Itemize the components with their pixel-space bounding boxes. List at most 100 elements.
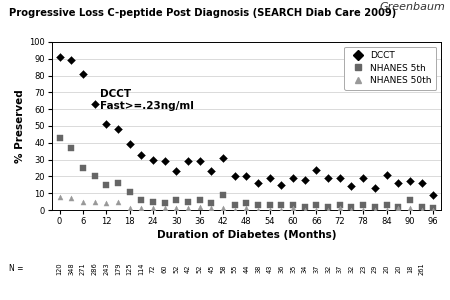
Point: [68, 58, 75, 63]
Text: 125: 125: [126, 262, 133, 275]
Text: 55: 55: [232, 264, 238, 273]
Point: [430, 193, 437, 197]
Point: [418, 208, 425, 212]
Text: 29: 29: [372, 264, 378, 273]
Point: [348, 208, 355, 212]
Text: 37: 37: [314, 264, 320, 273]
Point: [395, 206, 402, 211]
Text: 60: 60: [162, 264, 168, 273]
Point: [348, 204, 355, 209]
Point: [138, 197, 145, 202]
Point: [266, 208, 273, 212]
Point: [406, 179, 414, 184]
Text: 23: 23: [360, 264, 366, 273]
Point: [68, 146, 75, 150]
Point: [324, 204, 332, 209]
Point: [289, 202, 297, 207]
Text: 52: 52: [173, 264, 179, 273]
Point: [91, 199, 98, 204]
Point: [278, 208, 285, 212]
Point: [360, 208, 367, 212]
Point: [114, 181, 122, 185]
Text: 52: 52: [197, 264, 202, 273]
Point: [430, 206, 437, 211]
Point: [336, 176, 343, 181]
Point: [266, 176, 273, 181]
Point: [149, 206, 157, 211]
Point: [103, 182, 110, 187]
X-axis label: Duration of Diabetes (Months): Duration of Diabetes (Months): [157, 230, 336, 240]
Point: [220, 155, 227, 160]
Point: [126, 189, 133, 194]
Point: [231, 174, 239, 179]
Point: [138, 206, 145, 211]
Text: 34: 34: [302, 264, 308, 273]
Point: [313, 208, 320, 212]
Point: [184, 159, 192, 164]
Point: [184, 206, 192, 211]
Point: [278, 202, 285, 207]
Point: [371, 208, 378, 212]
Point: [114, 127, 122, 132]
Point: [208, 201, 215, 206]
Point: [406, 206, 414, 211]
Point: [56, 55, 63, 59]
Text: 37: 37: [337, 264, 343, 273]
Point: [161, 206, 168, 211]
Point: [103, 201, 110, 206]
Text: 179: 179: [115, 262, 121, 275]
Point: [418, 181, 425, 185]
Point: [91, 174, 98, 179]
Point: [184, 199, 192, 204]
Text: Progressive Loss C-peptide Post Diagnosis (SEARCH Diab Care 2009): Progressive Loss C-peptide Post Diagnosi…: [9, 8, 396, 17]
Point: [243, 174, 250, 179]
Text: 271: 271: [80, 262, 86, 275]
Text: 42: 42: [185, 264, 191, 273]
Point: [114, 199, 122, 204]
Point: [126, 206, 133, 211]
Text: 32: 32: [348, 264, 355, 273]
Point: [208, 169, 215, 174]
Point: [231, 202, 239, 207]
Text: 35: 35: [290, 264, 296, 273]
Text: 36: 36: [279, 264, 284, 273]
Point: [324, 208, 332, 212]
Point: [383, 208, 390, 212]
Point: [371, 204, 378, 209]
Point: [371, 186, 378, 190]
Point: [430, 208, 437, 212]
Point: [231, 208, 239, 212]
Point: [173, 169, 180, 174]
Point: [406, 197, 414, 202]
Point: [254, 181, 261, 185]
Point: [313, 202, 320, 207]
Point: [278, 182, 285, 187]
Text: 20: 20: [395, 264, 401, 273]
Text: 120: 120: [57, 262, 63, 275]
Point: [360, 176, 367, 181]
Point: [418, 204, 425, 209]
Point: [301, 204, 308, 209]
Point: [243, 206, 250, 211]
Point: [126, 142, 133, 147]
Text: Greenbaum: Greenbaum: [380, 2, 446, 11]
Text: 286: 286: [91, 262, 98, 275]
Point: [313, 167, 320, 172]
Text: DCCT
Fast>=.23ng/ml: DCCT Fast>=.23ng/ml: [100, 89, 194, 111]
Point: [138, 152, 145, 157]
Point: [301, 208, 308, 212]
Text: 261: 261: [418, 262, 424, 275]
Point: [383, 202, 390, 207]
Point: [289, 206, 297, 211]
Point: [161, 201, 168, 206]
Point: [360, 202, 367, 207]
Point: [196, 197, 203, 202]
Point: [266, 202, 273, 207]
Point: [289, 176, 297, 181]
Y-axis label: % Preserved: % Preserved: [15, 89, 25, 163]
Point: [208, 206, 215, 211]
Point: [254, 208, 261, 212]
Text: N =: N =: [9, 264, 23, 273]
Text: 72: 72: [150, 264, 156, 273]
Point: [301, 177, 308, 182]
